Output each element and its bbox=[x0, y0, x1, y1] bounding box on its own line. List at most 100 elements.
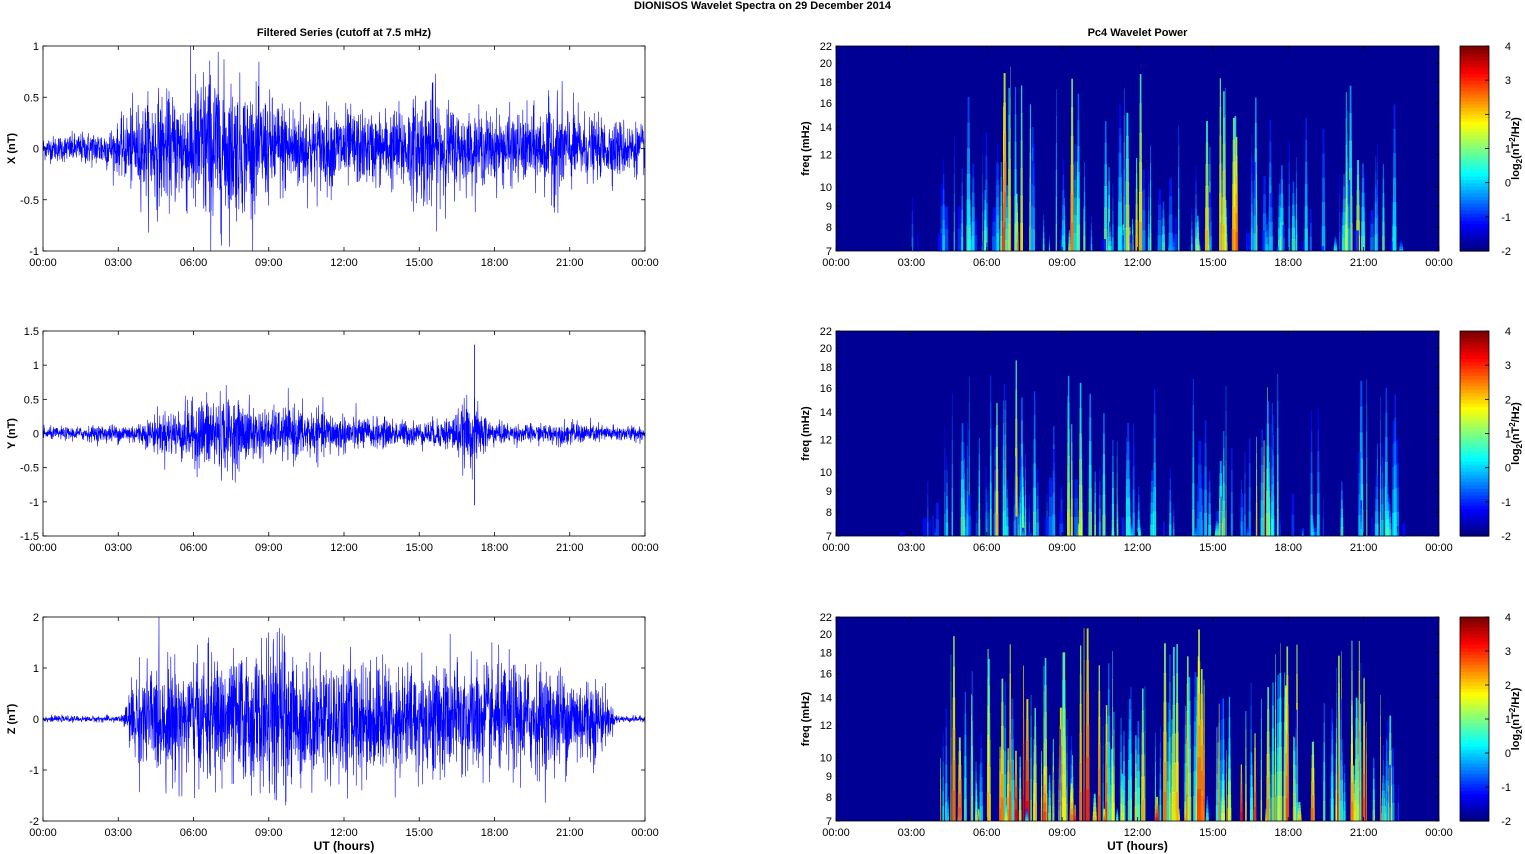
wavelet-streak bbox=[1043, 784, 1046, 795]
wavelet-streak bbox=[1125, 181, 1130, 206]
wavelet-streak bbox=[1013, 521, 1016, 537]
wavelet-streak bbox=[1284, 730, 1288, 754]
wavelet-streak bbox=[1141, 230, 1146, 252]
wavelet-streak bbox=[996, 402, 998, 426]
wavelet-streak bbox=[1254, 733, 1256, 749]
wavelet-streak bbox=[1388, 750, 1392, 769]
wavelet-streak bbox=[1171, 792, 1176, 822]
wavelet-streak bbox=[1123, 169, 1125, 198]
wavelet-streak bbox=[1323, 703, 1325, 724]
wavelet-streak bbox=[1059, 805, 1062, 822]
wavelet-streak bbox=[1232, 140, 1235, 163]
wavelet-streak bbox=[1058, 778, 1060, 790]
wavelet-streak bbox=[1358, 670, 1360, 702]
wavelet-streak bbox=[1130, 525, 1133, 529]
wavelet-streak bbox=[1390, 784, 1395, 804]
wavelet-streak bbox=[1169, 490, 1172, 503]
wavelet-streak bbox=[945, 746, 948, 766]
wavelet-streak bbox=[1265, 810, 1267, 814]
wavelet-streak bbox=[1101, 239, 1106, 252]
wavelet-streak bbox=[1203, 753, 1205, 777]
colorbar-tick-label: 4 bbox=[1505, 326, 1511, 338]
wavelet-streak bbox=[1176, 644, 1178, 675]
wavelet-streak bbox=[1033, 463, 1036, 489]
wavelet-streak bbox=[1310, 494, 1313, 516]
wavelet-streak bbox=[1263, 488, 1265, 505]
colorbar-segment bbox=[1460, 627, 1489, 632]
wavelet-streak bbox=[1200, 770, 1204, 797]
colorbar-segment bbox=[1460, 392, 1489, 397]
wavelet-streak bbox=[1103, 814, 1106, 818]
wavelet-streak bbox=[1014, 477, 1018, 508]
wavelet-streak bbox=[1021, 527, 1025, 531]
wavelet-streak bbox=[1244, 452, 1246, 474]
wavelet-streak bbox=[1360, 406, 1363, 434]
wavelet-streak bbox=[1271, 518, 1274, 537]
wavelet-streak bbox=[1201, 474, 1203, 491]
wavelet-streak bbox=[1191, 207, 1193, 216]
colorbar-segment bbox=[1460, 179, 1489, 184]
wavelet-streak bbox=[1230, 513, 1233, 537]
wavelet-streak bbox=[1193, 721, 1197, 747]
wavelet-streak bbox=[1132, 229, 1134, 236]
wavelet-streak bbox=[1153, 438, 1156, 464]
wavelet-streak bbox=[1062, 703, 1066, 728]
wavelet-streak bbox=[1219, 135, 1222, 166]
wavelet-streak bbox=[1363, 725, 1365, 750]
wavelet-streak bbox=[952, 697, 956, 730]
colorbar-segment bbox=[1460, 698, 1489, 703]
wavelet-streak bbox=[1049, 242, 1050, 246]
colorbar-segment bbox=[1460, 797, 1489, 802]
wavelet-streak bbox=[1352, 783, 1355, 794]
wavelet-streak bbox=[1107, 768, 1111, 796]
wavelet-streak bbox=[1333, 248, 1338, 252]
wavelet-streak bbox=[1014, 169, 1017, 197]
wavelet-streak bbox=[1224, 169, 1226, 198]
wavelet-streak bbox=[1240, 493, 1244, 508]
colorbar-tick-label: -1 bbox=[1501, 212, 1511, 224]
wavelet-streak bbox=[1339, 711, 1340, 740]
wavelet-streak bbox=[1222, 718, 1225, 740]
wavelet-streak bbox=[1031, 160, 1034, 184]
wavelet-streak bbox=[985, 155, 988, 181]
wavelet-streak bbox=[1228, 696, 1231, 718]
wavelet-streak bbox=[1074, 498, 1079, 518]
wavelet-streak bbox=[982, 192, 984, 213]
wavelet-streak bbox=[1076, 224, 1081, 252]
wavelet-streak bbox=[1085, 788, 1090, 822]
wavelet-streak bbox=[1361, 221, 1365, 237]
wavelet-streak bbox=[1070, 498, 1073, 518]
wavelet-streak bbox=[1196, 245, 1200, 252]
wavelet-streak bbox=[1003, 485, 1006, 512]
wavelet-streak bbox=[1125, 158, 1129, 183]
wavelet-streak bbox=[1333, 246, 1338, 250]
wavelet-streak bbox=[980, 762, 983, 778]
wavelet-streak bbox=[1107, 715, 1110, 743]
wavelet-streak bbox=[1178, 812, 1180, 816]
wavelet-streak bbox=[1295, 765, 1298, 785]
wavelet-streak bbox=[979, 764, 981, 775]
wavelet-streak bbox=[1116, 520, 1118, 537]
wavelet-streak bbox=[1360, 768, 1362, 796]
wavelet-streak bbox=[1068, 233, 1071, 238]
wavelet-streak bbox=[1271, 449, 1274, 468]
wavelet-streak bbox=[1128, 226, 1131, 232]
wavelet-streak bbox=[961, 479, 965, 499]
wavelet-streak bbox=[1208, 503, 1211, 515]
wavelet-streak bbox=[1204, 512, 1207, 537]
wavelet-streak bbox=[1216, 726, 1219, 743]
wavelet-streak bbox=[1191, 214, 1193, 223]
colorbar-segment bbox=[1460, 351, 1489, 356]
wavelet-streak bbox=[1141, 776, 1145, 800]
wavelet-streak bbox=[1193, 796, 1198, 822]
colorbar-tick-label: 1 bbox=[1505, 429, 1511, 441]
x-tick-label: 21:00 bbox=[556, 257, 584, 269]
wavelet-streak bbox=[1126, 479, 1130, 499]
colorbar-segment bbox=[1460, 210, 1489, 215]
wavelet-streak bbox=[1043, 717, 1045, 744]
wavelet-streak bbox=[1153, 462, 1156, 488]
wavelet-streak bbox=[1162, 201, 1165, 211]
wavelet-streak bbox=[1020, 502, 1022, 515]
wavelet-streak bbox=[1375, 156, 1377, 173]
y-axis-label: freq (mHz) bbox=[800, 406, 812, 461]
